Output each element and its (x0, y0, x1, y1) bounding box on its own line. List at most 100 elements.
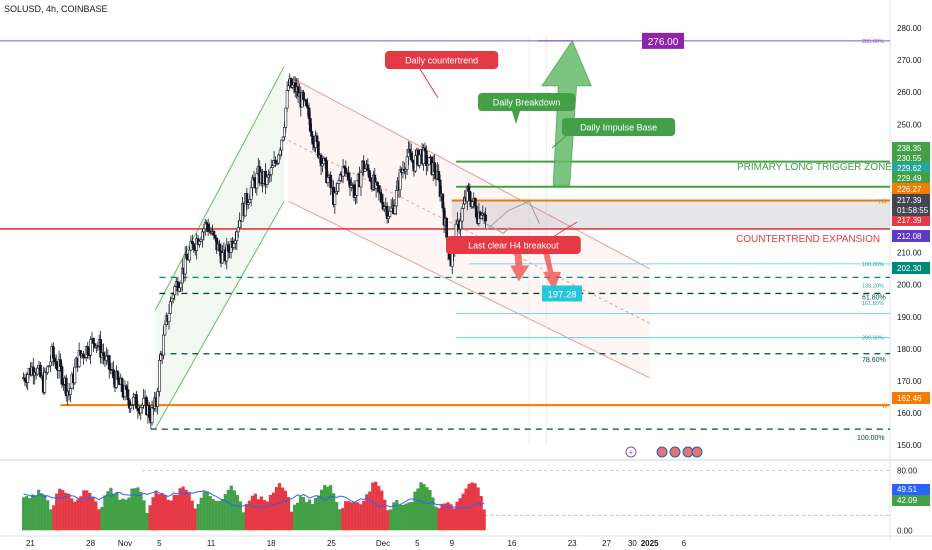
candle-body (389, 207, 393, 212)
candle-body (232, 243, 236, 248)
osc-bar (226, 489, 230, 531)
target-badge-bg (642, 32, 684, 49)
fib-label: 161.80% (862, 301, 884, 307)
candle-body (140, 404, 144, 408)
osc-bar (238, 501, 242, 531)
osc-bar (482, 509, 486, 531)
candle-body (59, 359, 62, 367)
rising-channel-upper (154, 66, 285, 311)
osc-bar (25, 496, 29, 531)
osc-bar (326, 486, 330, 531)
osc-bar (202, 491, 206, 531)
osc-bar (344, 501, 348, 531)
candle-body (212, 230, 216, 236)
candle-body (198, 241, 201, 245)
osc-line (23, 490, 485, 509)
candle-body (147, 405, 151, 418)
candle-body (218, 243, 222, 252)
osc-bar (61, 490, 65, 531)
candle-body (459, 220, 463, 230)
candle-body (46, 366, 50, 373)
osc-bar (440, 503, 444, 531)
fib-label: 138.20% (862, 283, 884, 289)
candle-body (321, 163, 324, 167)
candle-body (192, 243, 196, 250)
osc-bar (464, 488, 468, 531)
time-tick-label: 9 (450, 539, 455, 548)
osc-bar (67, 493, 71, 531)
osc-bar (109, 487, 113, 531)
candle-body (377, 185, 381, 193)
candle-body (185, 254, 189, 260)
price-tag: 202.30 (897, 264, 922, 273)
osc-bar (70, 498, 74, 531)
osc-bar (205, 491, 209, 531)
osc-bar (341, 508, 345, 531)
osc-bar (304, 502, 309, 531)
candle-body (315, 135, 319, 142)
badge-daily-countertrend: Daily countertrend (405, 56, 478, 66)
osc-bar (172, 494, 176, 531)
osc-bar (31, 494, 35, 531)
osc-bar (94, 501, 98, 531)
osc-bar (419, 482, 423, 531)
osc-bar (413, 491, 417, 531)
candle-body (277, 154, 280, 164)
osc-bar (271, 492, 276, 531)
osc-bar (383, 499, 387, 531)
fib-label: 200.00% (862, 336, 884, 342)
candle-body (376, 181, 379, 186)
osc-bar (410, 501, 414, 531)
candle-body (112, 369, 115, 379)
candle-body (129, 405, 133, 409)
osc-bar (422, 484, 426, 531)
candle-body (89, 339, 93, 356)
time-tick-label: 16 (508, 539, 517, 548)
candle-body (363, 168, 367, 172)
osc-bar (317, 495, 321, 531)
candle-body (409, 152, 413, 161)
osc-bar (443, 503, 447, 531)
price-tag-bg (892, 162, 930, 174)
descending-channel-fill (288, 76, 650, 378)
osc-bar (395, 500, 399, 531)
osc-bar (320, 489, 324, 531)
candle-body (201, 231, 204, 241)
osc-bar (91, 496, 95, 531)
osc-bar (353, 502, 357, 531)
candle-body (26, 374, 30, 383)
candle-body (156, 391, 160, 407)
candle-body (188, 249, 191, 261)
candle-body (437, 171, 441, 181)
candle-body (126, 389, 130, 401)
osc-bar (428, 490, 432, 531)
candle-body (69, 388, 72, 395)
w-tag: W (882, 404, 888, 410)
osc-bar (52, 505, 56, 531)
osc-bar (250, 495, 254, 531)
osc-bar (280, 487, 285, 531)
osc-bar-value: 42.09 (897, 496, 918, 505)
candle-body (445, 218, 449, 238)
price-tick-label: 250.00 (897, 120, 922, 129)
candle-body (51, 346, 55, 359)
osc-bar (359, 504, 363, 531)
time-tick-label: 5 (415, 539, 420, 548)
badge-pointer (547, 221, 578, 241)
osc-bar (323, 484, 327, 531)
osc-bar (142, 500, 146, 531)
osc-bar (223, 494, 227, 531)
osc-bar (55, 493, 59, 531)
osc-bar (350, 502, 354, 531)
candle-body (394, 190, 398, 207)
osc-bar (175, 495, 179, 531)
candle-body (308, 118, 312, 132)
candle-body (82, 353, 85, 358)
candle-body (49, 361, 52, 367)
candle-body (169, 301, 172, 314)
price-tick-label: 260.00 (897, 88, 922, 97)
candle-body (104, 355, 108, 361)
osc-bar (112, 493, 116, 531)
badge-pointer (419, 68, 439, 99)
